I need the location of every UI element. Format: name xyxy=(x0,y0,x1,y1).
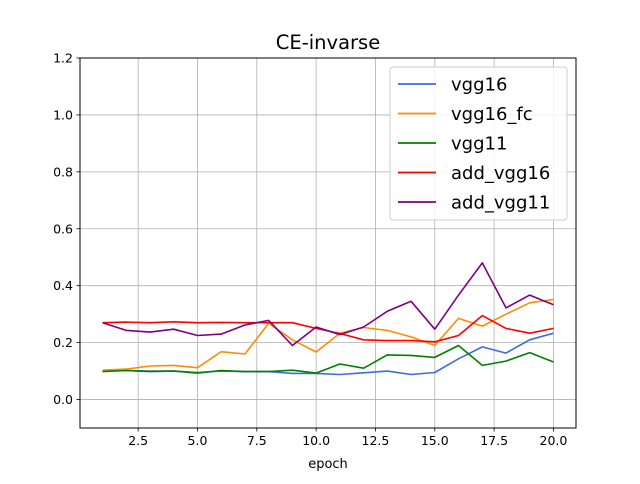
legend-label: vgg16_fc xyxy=(451,104,533,125)
x-tick-label: 20.0 xyxy=(540,433,568,448)
x-tick-label: 17.5 xyxy=(480,433,508,448)
x-tick-label: 5.0 xyxy=(188,433,208,448)
x-tick-label: 12.5 xyxy=(362,433,390,448)
x-tick-label: 7.5 xyxy=(247,433,267,448)
series-lines xyxy=(102,262,554,376)
y-tick-label: 1.2 xyxy=(53,51,73,66)
legend-label: add_vgg16 xyxy=(451,163,550,184)
legend-label: add_vgg11 xyxy=(451,193,550,214)
series-line-vgg16-fc xyxy=(102,298,554,371)
y-tick-label: 1.0 xyxy=(53,107,73,122)
chart-title: CE-invarse xyxy=(276,31,380,54)
y-tick-label: 0.4 xyxy=(53,278,73,293)
legend: vgg16 vgg16_fc vgg11 add_vgg16 add_vgg11 xyxy=(389,66,568,221)
legend-box xyxy=(389,66,568,221)
x-axis-label: epoch xyxy=(308,457,348,472)
y-tick-label: 0.2 xyxy=(53,335,73,350)
axis-ticks: 2.5 5.0 7.5 10.0 12.5 15.0 17.5 20.0 0.0 0.2 0.4 0.… xyxy=(53,51,567,449)
series-line-add-vgg11 xyxy=(102,262,554,347)
y-tick-label: 0.8 xyxy=(53,164,73,179)
legend-label: vgg11 xyxy=(451,134,507,155)
x-tick-label: 10.0 xyxy=(302,433,330,448)
series-line-vgg11 xyxy=(102,344,554,374)
y-tick-label: 0.0 xyxy=(53,392,73,407)
x-tick-label: 2.5 xyxy=(128,433,148,448)
legend-label: vgg16 xyxy=(451,75,507,96)
plot-frame xyxy=(79,57,577,429)
x-tick-label: 15.0 xyxy=(421,433,449,448)
y-tick-label: 0.6 xyxy=(53,221,73,236)
